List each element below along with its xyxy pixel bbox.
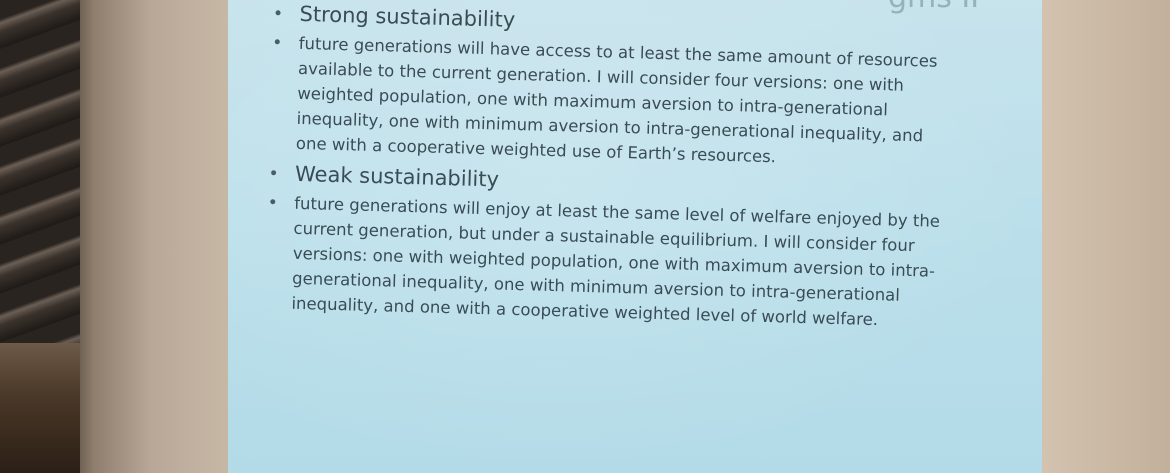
projection-screen: gms II Strong sustainability future gene… <box>228 0 1042 473</box>
bullet-weak-description: future generations will enjoy at least t… <box>259 190 1002 336</box>
bullet-dot-icon <box>274 39 280 45</box>
left-wall <box>0 0 80 473</box>
bullet-dot-icon <box>270 199 276 205</box>
bullet-dot-icon <box>271 169 277 175</box>
section-heading: Strong sustainability <box>299 1 516 32</box>
section-heading: Weak sustainability <box>294 161 500 192</box>
slide-title-fragment: gms II <box>888 0 979 15</box>
bullet-strong-description: future generations will have access to a… <box>264 30 1007 176</box>
bullet-dot-icon <box>275 9 281 15</box>
slide-content: Strong sustainability future generations… <box>259 0 1008 339</box>
right-wall <box>1030 0 1170 473</box>
